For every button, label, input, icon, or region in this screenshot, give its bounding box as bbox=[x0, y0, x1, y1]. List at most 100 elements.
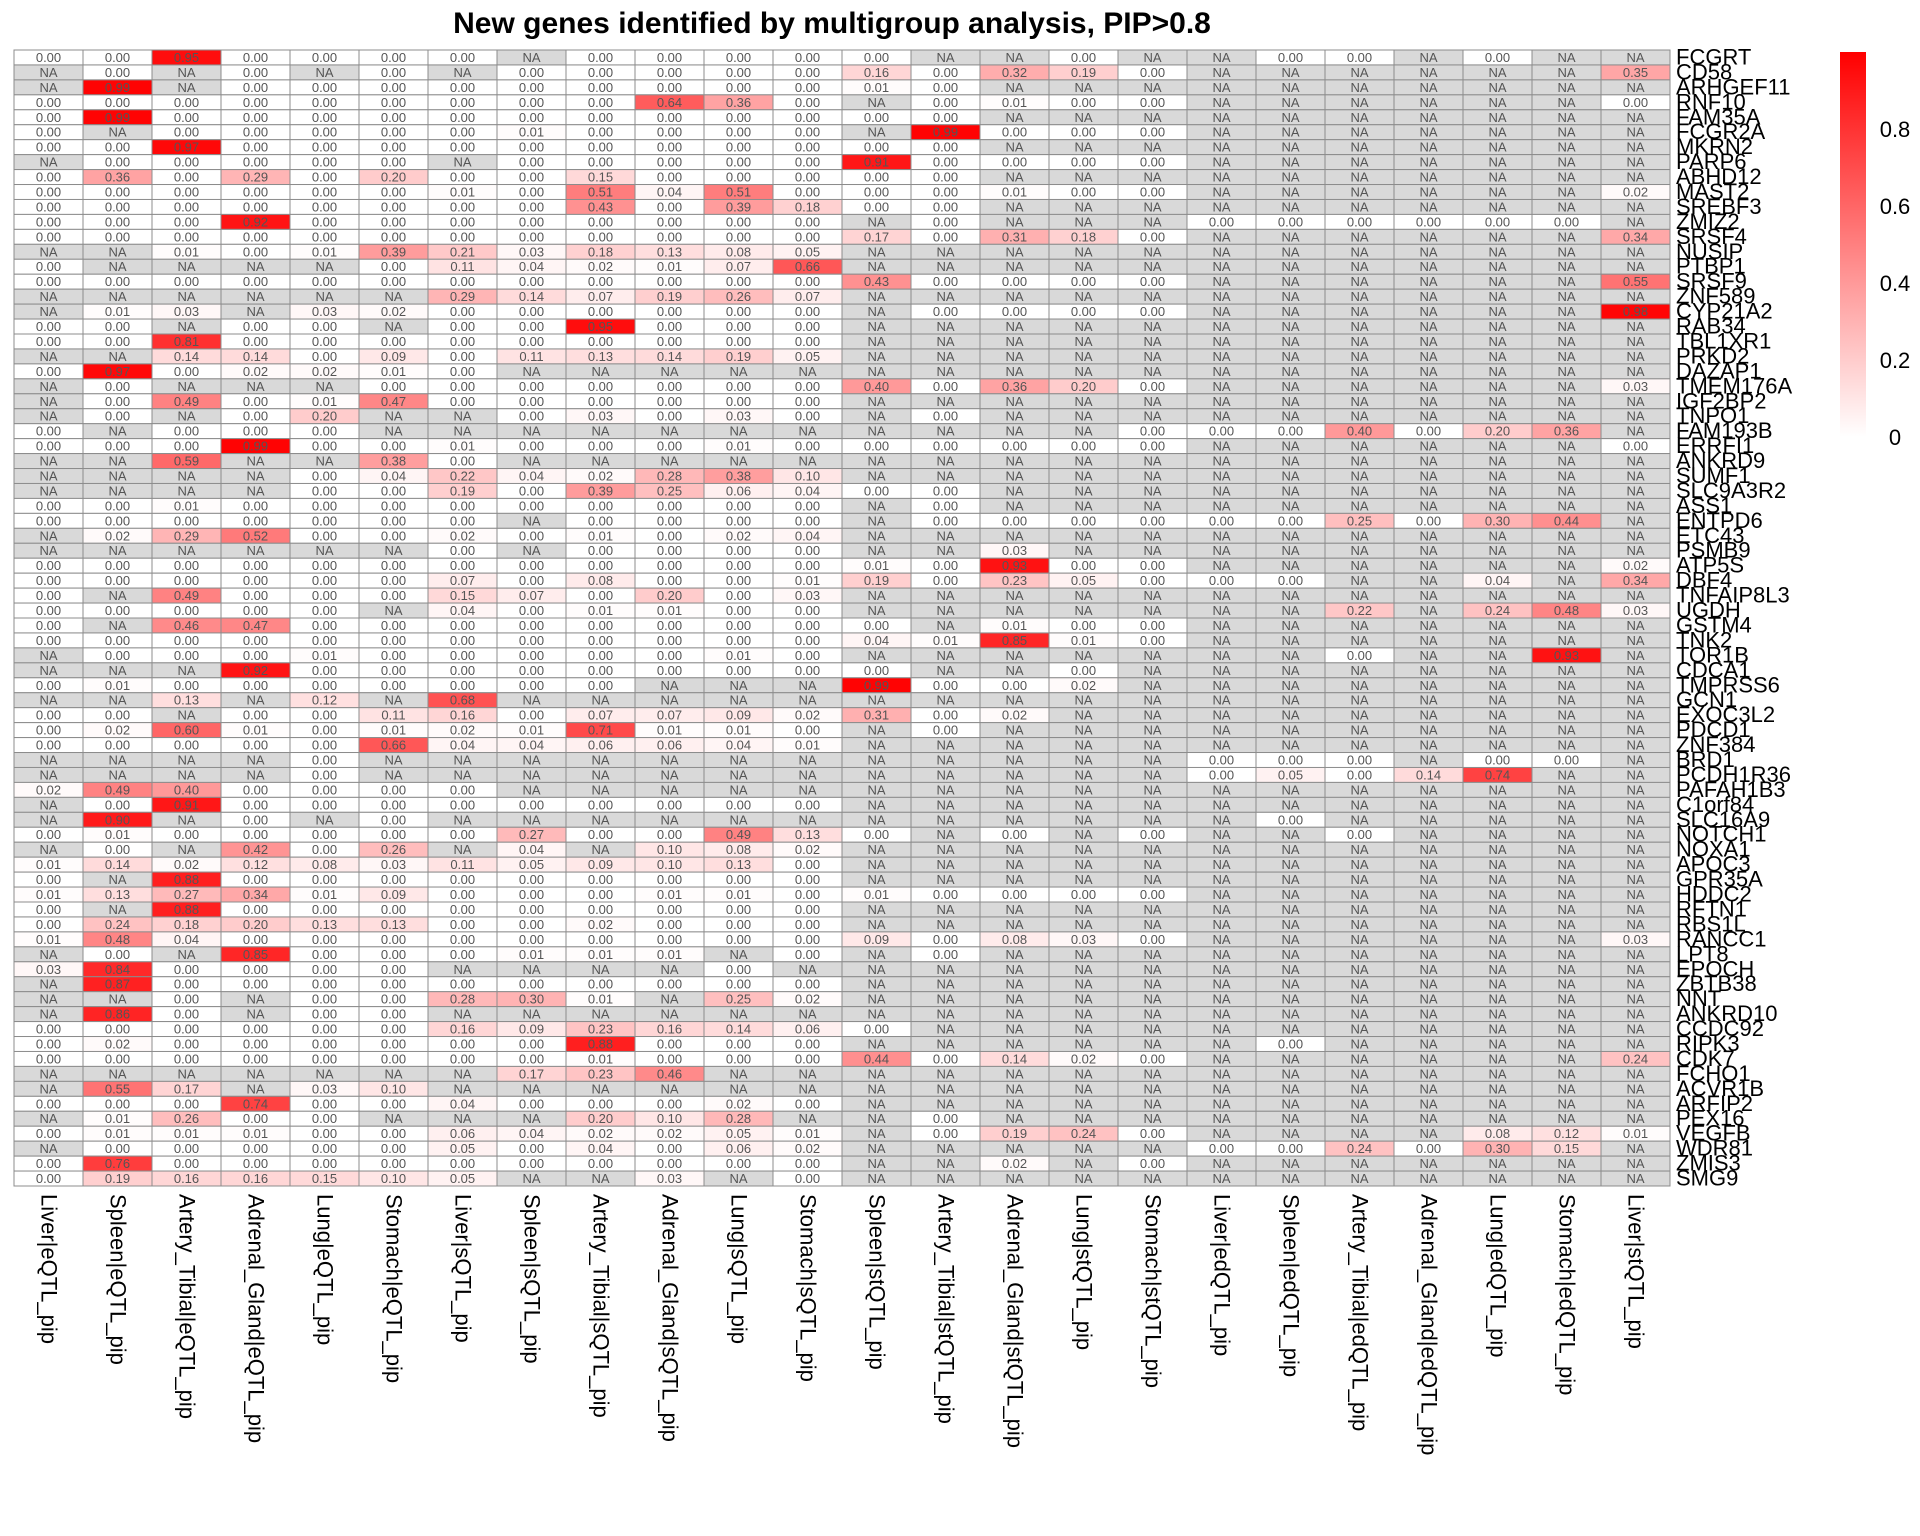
cell-value-label: 0.00 bbox=[450, 274, 475, 289]
cell-value-label: NA bbox=[1074, 842, 1092, 857]
cell-value-label: 0.43 bbox=[588, 199, 613, 214]
cell-value-label: 0.13 bbox=[657, 244, 682, 259]
cell-value-label: NA bbox=[1626, 1022, 1644, 1037]
cell-value-label: NA bbox=[1488, 558, 1506, 573]
cell-value-label: NA bbox=[1074, 782, 1092, 797]
cell-value-label: NA bbox=[1143, 543, 1161, 558]
cell-value-label: 0.00 bbox=[864, 827, 889, 842]
cell-value-label: NA bbox=[1005, 902, 1023, 917]
cell-value-label: 0.00 bbox=[381, 1141, 406, 1156]
cell-value-label: 0.00 bbox=[36, 424, 61, 439]
cell-value-label: NA bbox=[39, 349, 57, 364]
cell-value-label: 0.00 bbox=[243, 558, 268, 573]
cell-value-label: 0.10 bbox=[657, 1111, 682, 1126]
cell-value-label: 0.10 bbox=[381, 1171, 406, 1186]
cell-value-label: 0.04 bbox=[174, 932, 199, 947]
cell-value-label: 0.00 bbox=[381, 125, 406, 140]
cell-value-label: NA bbox=[1212, 1066, 1230, 1081]
cell-value-label: NA bbox=[1005, 753, 1023, 768]
cell-value-label: 0.00 bbox=[1347, 50, 1372, 65]
cell-value-label: 0.34 bbox=[1623, 229, 1648, 244]
cell-value-label: NA bbox=[1212, 887, 1230, 902]
cell-value-label: NA bbox=[1281, 738, 1299, 753]
cell-value-label: 0.00 bbox=[381, 80, 406, 95]
cell-value-label: NA bbox=[1281, 319, 1299, 334]
cell-value-label: NA bbox=[1626, 887, 1644, 902]
cell-value-label: 0.01 bbox=[933, 633, 958, 648]
cell-value-label: 0.00 bbox=[243, 229, 268, 244]
cell-value-label: NA bbox=[1143, 1066, 1161, 1081]
cell-value-label: NA bbox=[1074, 528, 1092, 543]
cell-value-label: NA bbox=[1143, 782, 1161, 797]
cell-value-label: NA bbox=[1143, 110, 1161, 125]
cell-value-label: 0.00 bbox=[450, 334, 475, 349]
cell-value-label: NA bbox=[1419, 693, 1437, 708]
cell-value-label: 0.24 bbox=[1485, 603, 1510, 618]
cell-value-label: NA bbox=[1005, 50, 1023, 65]
cell-value-label: 0.00 bbox=[588, 229, 613, 244]
cell-value-label: 0.00 bbox=[519, 110, 544, 125]
cell-value-label: 0.00 bbox=[450, 394, 475, 409]
cell-value-label: NA bbox=[1074, 947, 1092, 962]
cell-value-label: 0.00 bbox=[519, 229, 544, 244]
cell-value-label: NA bbox=[936, 588, 954, 603]
cell-value-label: NA bbox=[591, 767, 609, 782]
cell-value-label: NA bbox=[177, 543, 195, 558]
cell-value-label: 0.00 bbox=[933, 170, 958, 185]
cell-value-label: NA bbox=[1488, 394, 1506, 409]
cell-value-label: NA bbox=[1005, 588, 1023, 603]
cell-value-label: 0.13 bbox=[588, 349, 613, 364]
cell-value-label: 0.00 bbox=[933, 409, 958, 424]
cell-value-label: 0.00 bbox=[381, 947, 406, 962]
cell-value-label: 0.00 bbox=[933, 483, 958, 498]
cell-value-label: NA bbox=[867, 543, 885, 558]
cell-value-label: NA bbox=[1626, 663, 1644, 678]
cell-value-label: NA bbox=[1419, 618, 1437, 633]
cell-value-label: NA bbox=[315, 454, 333, 469]
cell-value-label: NA bbox=[1212, 229, 1230, 244]
cell-value-label: 0.03 bbox=[1623, 932, 1648, 947]
cell-value-label: NA bbox=[246, 379, 264, 394]
cell-value-label: NA bbox=[1557, 334, 1575, 349]
cell-value-label: NA bbox=[1557, 932, 1575, 947]
cell-value-label: 0.00 bbox=[36, 558, 61, 573]
cell-value-label: 0.00 bbox=[1209, 1141, 1234, 1156]
cell-value-label: NA bbox=[729, 678, 747, 693]
cell-value-label: NA bbox=[1626, 319, 1644, 334]
cell-value-label: NA bbox=[1557, 992, 1575, 1007]
cell-value-label: 0.00 bbox=[657, 902, 682, 917]
cell-value-label: NA bbox=[1212, 483, 1230, 498]
cell-value-label: NA bbox=[1074, 708, 1092, 723]
cell-value-label: 0.00 bbox=[657, 648, 682, 663]
cell-value-label: NA bbox=[522, 693, 540, 708]
cell-value-label: NA bbox=[1488, 528, 1506, 543]
cell-value-label: 0.01 bbox=[174, 498, 199, 513]
cell-value-label: NA bbox=[1005, 199, 1023, 214]
cell-value-label: 0.00 bbox=[312, 842, 337, 857]
cell-value-label: 0.00 bbox=[450, 678, 475, 693]
cell-value-label: 0.21 bbox=[450, 244, 475, 259]
cell-value-label: NA bbox=[1419, 394, 1437, 409]
cell-value-label: NA bbox=[1212, 439, 1230, 454]
cell-value-label: 0.06 bbox=[450, 1126, 475, 1141]
cell-value-label: NA bbox=[1557, 1051, 1575, 1066]
cell-value-label: 0.00 bbox=[726, 558, 751, 573]
cell-value-label: 0.00 bbox=[174, 364, 199, 379]
cell-value-label: 0.00 bbox=[450, 80, 475, 95]
cell-value-label: NA bbox=[246, 483, 264, 498]
cell-value-label: 0.00 bbox=[933, 887, 958, 902]
cell-value-label: 0.00 bbox=[381, 199, 406, 214]
cell-value-label: NA bbox=[1212, 678, 1230, 693]
cell-value-label: 0.00 bbox=[36, 199, 61, 214]
cell-value-label: 0.00 bbox=[795, 140, 820, 155]
cell-value-label: NA bbox=[1143, 364, 1161, 379]
cell-value-label: NA bbox=[1212, 947, 1230, 962]
cell-value-label: NA bbox=[798, 693, 816, 708]
cell-value-label: NA bbox=[1488, 469, 1506, 484]
cell-value-label: 0.04 bbox=[795, 528, 820, 543]
cell-value-label: 0.19 bbox=[864, 573, 889, 588]
cell-value-label: 0.00 bbox=[381, 962, 406, 977]
cell-value-label: NA bbox=[39, 947, 57, 962]
cell-value-label: 0.00 bbox=[588, 125, 613, 140]
cell-value-label: NA bbox=[591, 1007, 609, 1022]
